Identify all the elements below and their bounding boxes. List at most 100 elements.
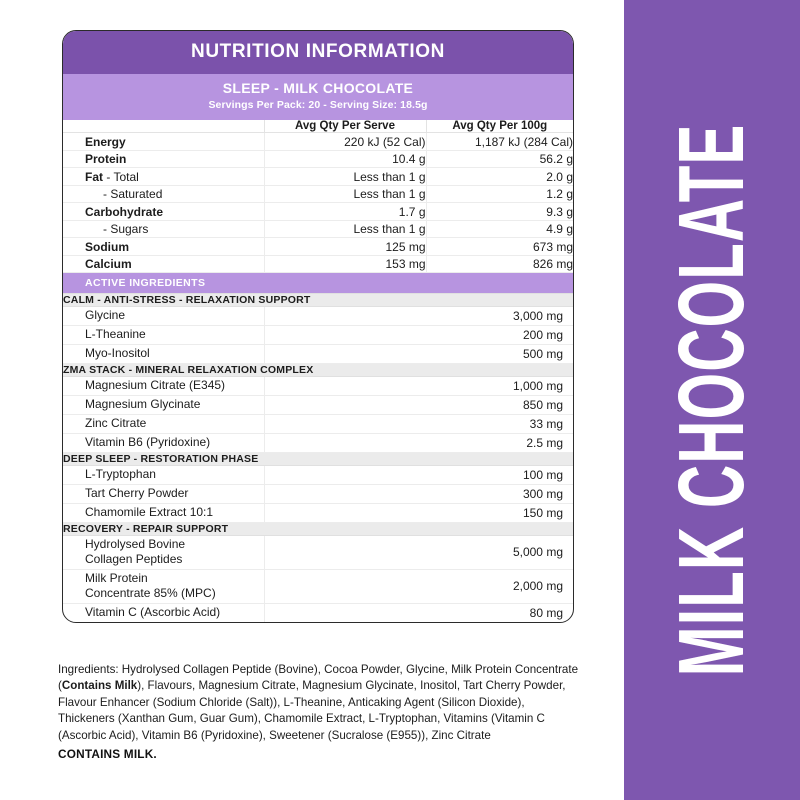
value-per-100g: 1.2 g bbox=[426, 185, 573, 204]
ingredient-amount: 3,000 mg bbox=[264, 306, 573, 326]
ingredient-row: Zinc Citrate 33 mg bbox=[63, 414, 573, 434]
value-per-serve: Less than 1 g bbox=[264, 185, 427, 204]
ingredient-group-heading-row: RECOVERY - REPAIR SUPPORT bbox=[63, 521, 573, 536]
card-title: NUTRITION INFORMATION bbox=[63, 31, 573, 74]
ingredient-row: Vitamin B6 (Pyridoxine) 2.5 mg bbox=[63, 433, 573, 453]
ingredient-row: L-Theanine 200 mg bbox=[63, 325, 573, 345]
active-ingredients-body: CALM - ANTI-STRESS - RELAXATION SUPPORT G… bbox=[63, 292, 573, 623]
ingredient-name: Tart Cherry Powder bbox=[63, 484, 265, 504]
nutrient-label: Energy bbox=[63, 132, 265, 151]
ingredient-name: Zinc Citrate bbox=[63, 414, 265, 434]
value-per-serve: 220 kJ (52 Cal) bbox=[264, 132, 427, 151]
ingredient-row: Magnesium Citrate (E345) 1,000 mg bbox=[63, 376, 573, 396]
ingredient-amount: 80 mg bbox=[529, 606, 563, 620]
value-per-100g: 1,187 kJ (284 Cal) bbox=[426, 132, 573, 151]
column-header-per-serve: Avg Qty Per Serve bbox=[264, 120, 427, 134]
ingredient-row: Magnesium Glycinate 850 mg bbox=[63, 395, 573, 415]
ingredient-row: Tart Cherry Powder 300 mg bbox=[63, 484, 573, 504]
ingredient-name: Vitamin B6 (Pyridoxine) bbox=[63, 433, 265, 453]
nutrient-label: Carbohydrate bbox=[63, 202, 265, 221]
value-per-100g: 9.3 g bbox=[426, 202, 573, 221]
column-header-per-100g: Avg Qty Per 100g bbox=[426, 120, 573, 134]
column-header-blank bbox=[63, 120, 265, 134]
ingredient-group-heading: RECOVERY - REPAIR SUPPORT bbox=[63, 521, 573, 536]
table-row: Protein 10.4 g 56.2 g bbox=[63, 150, 573, 169]
active-ingredients-band: ACTIVE INGREDIENTS bbox=[63, 273, 573, 293]
nutrient-label: Fat - Total bbox=[63, 167, 265, 186]
ingredient-group-heading-row: DEEP SLEEP - RESTORATION PHASE bbox=[63, 451, 573, 466]
ingredient-group-heading-row: CALM - ANTI-STRESS - RELAXATION SUPPORT bbox=[63, 292, 573, 307]
brand-vertical-text: MILK CHOCOLATE bbox=[659, 123, 764, 677]
value-per-100g: 56.2 g bbox=[426, 150, 573, 169]
ingredient-row: L-Tryptophan 100 mg bbox=[63, 465, 573, 485]
ingredient-amount: 2.5 mg bbox=[264, 433, 573, 453]
card-subheader: SLEEP - MILK CHOCOLATE Servings Per Pack… bbox=[63, 74, 573, 121]
ingredient-name: Hydrolysed Bovine Collagen Peptides bbox=[63, 535, 265, 570]
ingredients-statement-block: Ingredients: Hydrolysed Collagen Peptide… bbox=[58, 662, 583, 761]
ingredient-name: Chamomile Extract 10:1 bbox=[63, 503, 265, 523]
value-per-100g: 826 mg bbox=[426, 255, 573, 274]
servings-line: Servings Per Pack: 20 - Serving Size: 18… bbox=[208, 98, 428, 111]
ingredient-name: L-Theanine bbox=[63, 325, 265, 345]
ingredient-amount: 1,000 mg bbox=[264, 376, 573, 396]
ingredient-row: Hydrolysed Bovine Collagen Peptides 5,000 … bbox=[63, 535, 573, 570]
value-per-serve: 10.4 g bbox=[264, 150, 427, 169]
active-ingredients-table: CALM - ANTI-STRESS - RELAXATION SUPPORT G… bbox=[63, 292, 573, 623]
ingredient-row: Glycine 3,000 mg bbox=[63, 306, 573, 326]
ingredient-amount: 500 mg bbox=[264, 344, 573, 364]
brand-vertical-band: MILK CHOCOLATE bbox=[624, 0, 800, 800]
nutrient-label: Protein bbox=[63, 150, 265, 169]
nutrient-label: - Sugars bbox=[63, 220, 265, 239]
value-per-serve: 1.7 g bbox=[264, 202, 427, 221]
ingredient-group-heading: DEEP SLEEP - RESTORATION PHASE bbox=[63, 451, 573, 466]
ingredient-amount: 850 mg bbox=[264, 395, 573, 415]
ingredient-amount: 5,000 mg bbox=[264, 535, 573, 570]
product-name: SLEEP - MILK CHOCOLATE bbox=[222, 80, 414, 96]
ingredients-paragraph: Ingredients: Hydrolysed Collagen Peptide… bbox=[58, 663, 579, 742]
nutrient-label: Sodium bbox=[63, 237, 265, 256]
table-row: - Saturated Less than 1 g 1.2 g bbox=[63, 185, 573, 204]
ingredient-name: L-Tryptophan bbox=[63, 465, 265, 485]
ingredient-row: Vitamin C (Ascorbic Acid) 80 mg bbox=[63, 603, 573, 623]
value-per-100g: 2.0 g bbox=[426, 167, 573, 186]
value-per-serve: Less than 1 g bbox=[264, 167, 427, 186]
ingredient-name: Myo-Inositol bbox=[63, 344, 265, 364]
ingredient-row: Chamomile Extract 10:1 150 mg bbox=[63, 503, 573, 523]
table-row: Sodium 125 mg 673 mg bbox=[63, 237, 573, 256]
ingredient-amount: 200 mg bbox=[264, 325, 573, 345]
ingredient-group-heading: ZMA STACK - MINERAL RELAXATION COMPLEX bbox=[63, 362, 573, 377]
allergen-warning: CONTAINS MILK. bbox=[58, 747, 157, 762]
ingredient-amount: 33 mg bbox=[264, 414, 573, 434]
table-row: Calcium 153 mg 826 mg bbox=[63, 255, 573, 274]
ingredient-amount: 150 mg bbox=[264, 503, 573, 523]
nutrition-information-card: NUTRITION INFORMATION SLEEP - MILK CHOCO… bbox=[62, 30, 574, 624]
ingredient-amount: 300 mg bbox=[264, 484, 573, 504]
table-row: Energy 220 kJ (52 Cal) 1,187 kJ (284 Cal) bbox=[63, 132, 573, 151]
value-per-serve: 153 mg bbox=[264, 255, 427, 274]
ingredient-row: Myo-Inositol 500 mg bbox=[63, 344, 573, 364]
value-per-100g: 4.9 g bbox=[426, 220, 573, 239]
contains-milk-emphasis: Contains Milk bbox=[61, 679, 138, 693]
table-row: Carbohydrate 1.7 g 9.3 g bbox=[63, 202, 573, 221]
value-per-100g: 673 mg bbox=[426, 237, 573, 256]
nutrition-table-body: Energy 220 kJ (52 Cal) 1,187 kJ (284 Cal) P… bbox=[63, 132, 573, 274]
ingredient-name: Magnesium Citrate (E345) bbox=[63, 376, 265, 396]
ingredient-name: Milk Protein Concentrate 85% (MPC) bbox=[63, 569, 265, 604]
ingredient-group-heading: CALM - ANTI-STRESS - RELAXATION SUPPORT bbox=[63, 292, 573, 307]
ingredient-amount: 2,000 mg bbox=[264, 569, 573, 604]
ingredient-row: Milk Protein Concentrate 85% (MPC) 2,000 m… bbox=[63, 569, 573, 604]
ingredient-amount: 100 mg bbox=[264, 465, 573, 485]
value-per-serve: 125 mg bbox=[264, 237, 427, 256]
table-row: Fat - Total Less than 1 g 2.0 g bbox=[63, 167, 573, 186]
nutrient-label: - Saturated bbox=[63, 185, 265, 204]
table-header-row: Avg Qty Per Serve Avg Qty Per 100g bbox=[63, 120, 573, 134]
ingredient-group-heading-row: ZMA STACK - MINERAL RELAXATION COMPLEX bbox=[63, 362, 573, 377]
table-row: - Sugars Less than 1 g 4.9 g bbox=[63, 220, 573, 239]
nutrition-facts-table: Avg Qty Per Serve Avg Qty Per 100g Energ… bbox=[63, 120, 573, 274]
value-per-serve: Less than 1 g bbox=[264, 220, 427, 239]
nutrient-label: Calcium bbox=[63, 255, 265, 274]
ingredient-name: Vitamin C (Ascorbic Acid) bbox=[63, 603, 265, 623]
ingredient-name: Glycine bbox=[63, 306, 265, 326]
ingredient-name: Magnesium Glycinate bbox=[63, 395, 265, 415]
